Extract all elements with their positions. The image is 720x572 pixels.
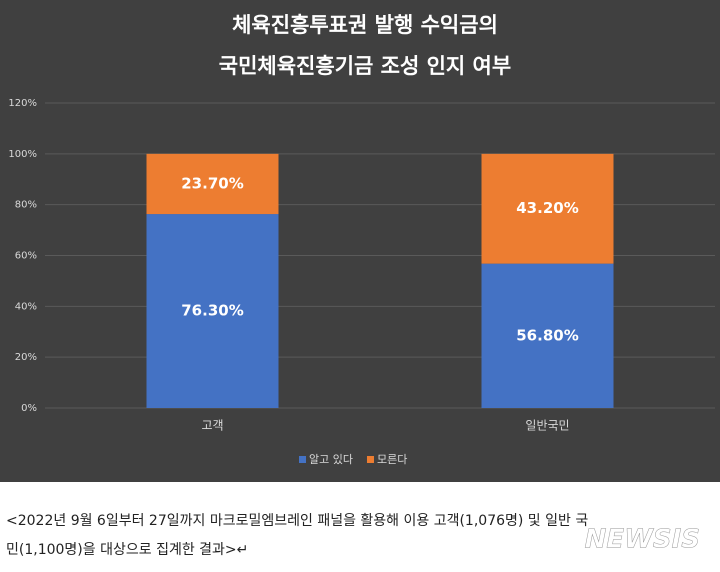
y-tick-label: 40% [15,301,37,312]
y-tick-label: 60% [15,251,37,262]
y-tick-label: 100% [8,149,37,160]
chart-title: 체육진흥투표권 발행 수익금의 [232,13,498,37]
value-label: 43.20% [516,199,578,217]
caption: 민(1,100명)을 대상으로 집계한 결과>↵ [6,542,248,558]
legend-label: 모른다 [377,453,407,466]
legend-swatch [366,456,374,463]
bar-segment [146,153,279,215]
bar-segment [481,153,614,264]
legend-label: 알고 있다 [309,452,353,466]
y-tick-label: 80% [15,200,37,211]
value-label: 23.70% [181,174,243,192]
x-tick-label: 고객 [201,419,223,433]
watermark: NEWSIS [585,525,700,555]
x-tick-label: 일반국민 [525,419,569,433]
caption: <2022년 9월 6일부터 27일까지 마크로밀엠브레인 패널을 활용해 이용… [6,513,588,529]
legend-swatch [299,456,306,463]
y-tick-label: 0% [21,403,37,414]
bar-segment [146,214,279,408]
y-tick-label: 120% [8,98,37,109]
value-label: 56.80% [516,326,578,344]
y-tick-label: 20% [15,352,37,363]
bar-segment [481,263,614,408]
chart-title: 국민체육진흥기금 조성 인지 여부 [219,54,511,78]
value-label: 76.30% [181,302,243,320]
